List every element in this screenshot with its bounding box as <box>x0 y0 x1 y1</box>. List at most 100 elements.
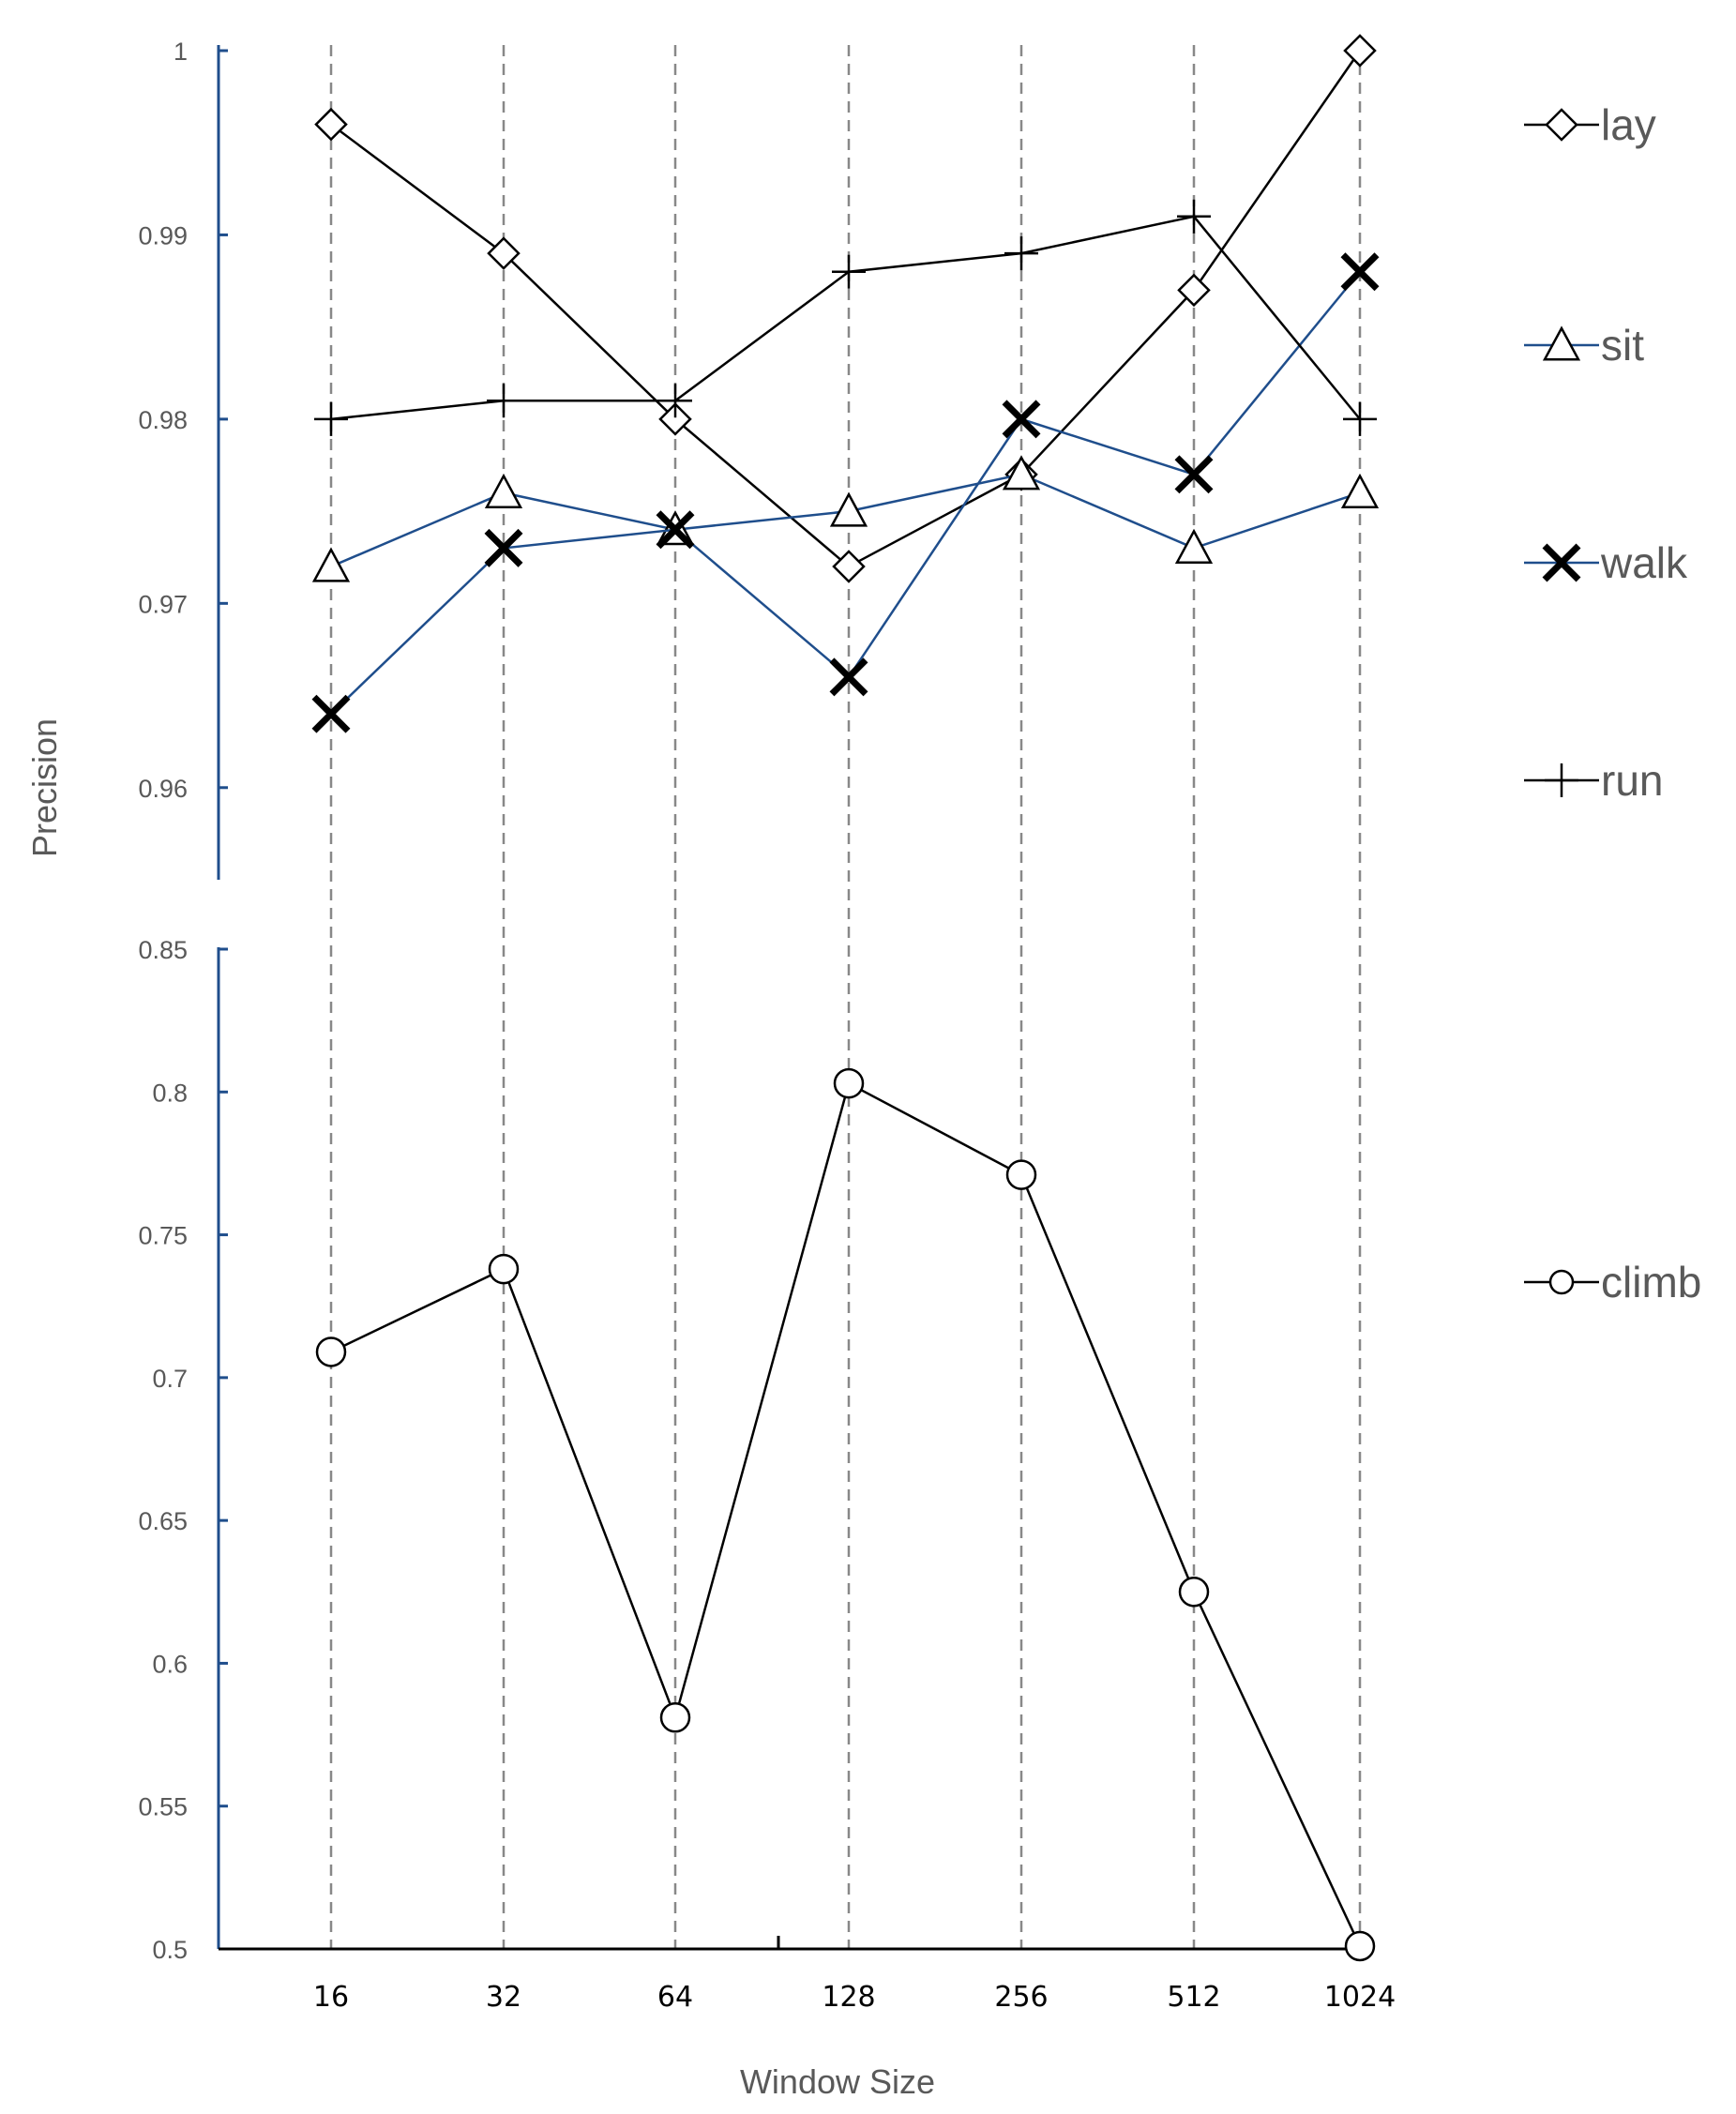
y-ticks-bottom: 0.85 0.8 0.75 0.7 0.65 0.6 0.55 0.5 <box>138 936 228 1964</box>
legend-label-climb: climb <box>1601 1258 1701 1306</box>
point-climb-1024 <box>1344 1930 1376 1962</box>
point-walk-512 <box>1174 455 1214 494</box>
legend-label-run: run <box>1601 756 1663 805</box>
diamond-marker <box>487 236 521 270</box>
x-marker-stroke <box>484 528 523 567</box>
point-run-128 <box>832 254 866 289</box>
y-tick-label: 0.5 <box>152 1936 188 1964</box>
x-tick-label: 512 <box>1167 1981 1220 2014</box>
diamond-marker <box>1343 34 1377 68</box>
series-climb <box>315 1067 1376 1962</box>
point-lay-16 <box>314 107 348 142</box>
legend-marker-lay <box>1545 108 1578 142</box>
legend-marker-run <box>1545 763 1578 797</box>
x-tick-label: 64 <box>657 1981 693 2014</box>
point-sit-256 <box>1002 455 1041 491</box>
legend-label-lay: lay <box>1601 100 1656 149</box>
circle-marker <box>1178 1577 1210 1608</box>
y-tick-label: 0.97 <box>138 590 188 618</box>
legend-item-lay: lay <box>1524 100 1656 149</box>
triangle-marker <box>1002 455 1041 491</box>
diamond-marker <box>1177 273 1211 308</box>
series-line-walk <box>330 270 1361 716</box>
y-tick-label: 0.99 <box>138 221 188 249</box>
triangle-marker <box>1542 325 1581 361</box>
x-tick-label: 1024 <box>1324 1981 1396 2014</box>
x-marker-stroke <box>656 510 695 550</box>
series-run <box>314 199 1377 436</box>
point-sit-32 <box>484 473 523 509</box>
vertical-gridlines <box>329 45 1362 1949</box>
point-climb-128 <box>833 1067 865 1099</box>
point-lay-512 <box>1177 273 1211 308</box>
point-climb-64 <box>659 1702 691 1733</box>
legend-item-run: run <box>1524 756 1663 805</box>
point-sit-16 <box>311 547 351 582</box>
y-tick-label: 0.98 <box>138 406 188 434</box>
x-axis-title: Window Size <box>740 2062 935 2101</box>
triangle-marker <box>829 491 868 527</box>
circle-marker <box>833 1067 865 1099</box>
x-marker-stroke <box>1542 543 1581 582</box>
circle-marker <box>315 1336 347 1367</box>
point-climb-512 <box>1178 1577 1210 1608</box>
point-lay-128 <box>832 550 866 583</box>
point-climb-16 <box>315 1336 347 1367</box>
series-line-run <box>330 215 1361 421</box>
point-lay-64 <box>658 402 692 436</box>
point-run-64 <box>658 384 692 418</box>
y-tick-label: 0.65 <box>138 1507 188 1535</box>
x-tick-label: 128 <box>822 1981 875 2014</box>
point-sit-512 <box>1174 528 1214 564</box>
series-lay <box>314 34 1377 583</box>
point-walk-32 <box>484 528 523 567</box>
x-tick-label: 16 <box>313 1981 349 2014</box>
legend: lay sit walk run climb <box>1524 100 1701 1306</box>
point-run-16 <box>314 401 348 436</box>
point-run-1024 <box>1343 401 1377 436</box>
x-marker-stroke <box>1002 400 1041 439</box>
point-lay-32 <box>487 236 521 270</box>
point-run-256 <box>1004 236 1038 271</box>
legend-item-walk: walk <box>1524 538 1688 587</box>
x-marker-stroke <box>311 694 351 733</box>
diamond-marker <box>832 550 866 583</box>
series-walk <box>311 252 1380 733</box>
y-tick-label: 0.96 <box>138 775 188 803</box>
x-tick-labels: 16 32 64 128 256 512 1024 <box>313 1981 1396 2014</box>
x-tick-label: 256 <box>994 1981 1048 2014</box>
circle-marker <box>1005 1159 1037 1190</box>
y-tick-label: 1 <box>174 38 188 66</box>
legend-marker-sit <box>1542 325 1581 361</box>
y-tick-label: 0.6 <box>152 1650 188 1678</box>
diamond-marker <box>1545 108 1578 142</box>
circle-marker <box>1548 1269 1575 1295</box>
x-marker-stroke <box>829 657 868 697</box>
x-marker-stroke <box>1174 455 1214 494</box>
point-climb-32 <box>488 1253 520 1285</box>
point-lay-1024 <box>1343 34 1377 68</box>
point-run-512 <box>1177 199 1211 234</box>
circle-marker <box>488 1253 520 1285</box>
series-line-climb <box>330 1081 1362 1947</box>
y-tick-label: 0.85 <box>138 936 188 964</box>
point-walk-64 <box>656 510 695 550</box>
diamond-marker <box>658 402 692 436</box>
point-sit-1024 <box>1340 473 1380 509</box>
y-tick-label: 0.8 <box>152 1079 188 1107</box>
point-run-32 <box>487 384 521 418</box>
triangle-marker <box>311 547 351 582</box>
y-tick-label: 0.7 <box>152 1365 188 1393</box>
triangle-marker <box>484 473 523 509</box>
y-tick-label: 0.75 <box>138 1222 188 1250</box>
legend-marker-walk <box>1542 543 1581 582</box>
point-climb-256 <box>1005 1159 1037 1190</box>
x-marker-stroke <box>1340 252 1380 292</box>
point-walk-128 <box>829 657 868 697</box>
legend-item-sit: sit <box>1524 321 1644 370</box>
circle-marker <box>659 1702 691 1733</box>
y-ticks-top: 1 0.99 0.98 0.97 0.96 <box>138 38 228 803</box>
triangle-marker <box>1174 528 1214 564</box>
